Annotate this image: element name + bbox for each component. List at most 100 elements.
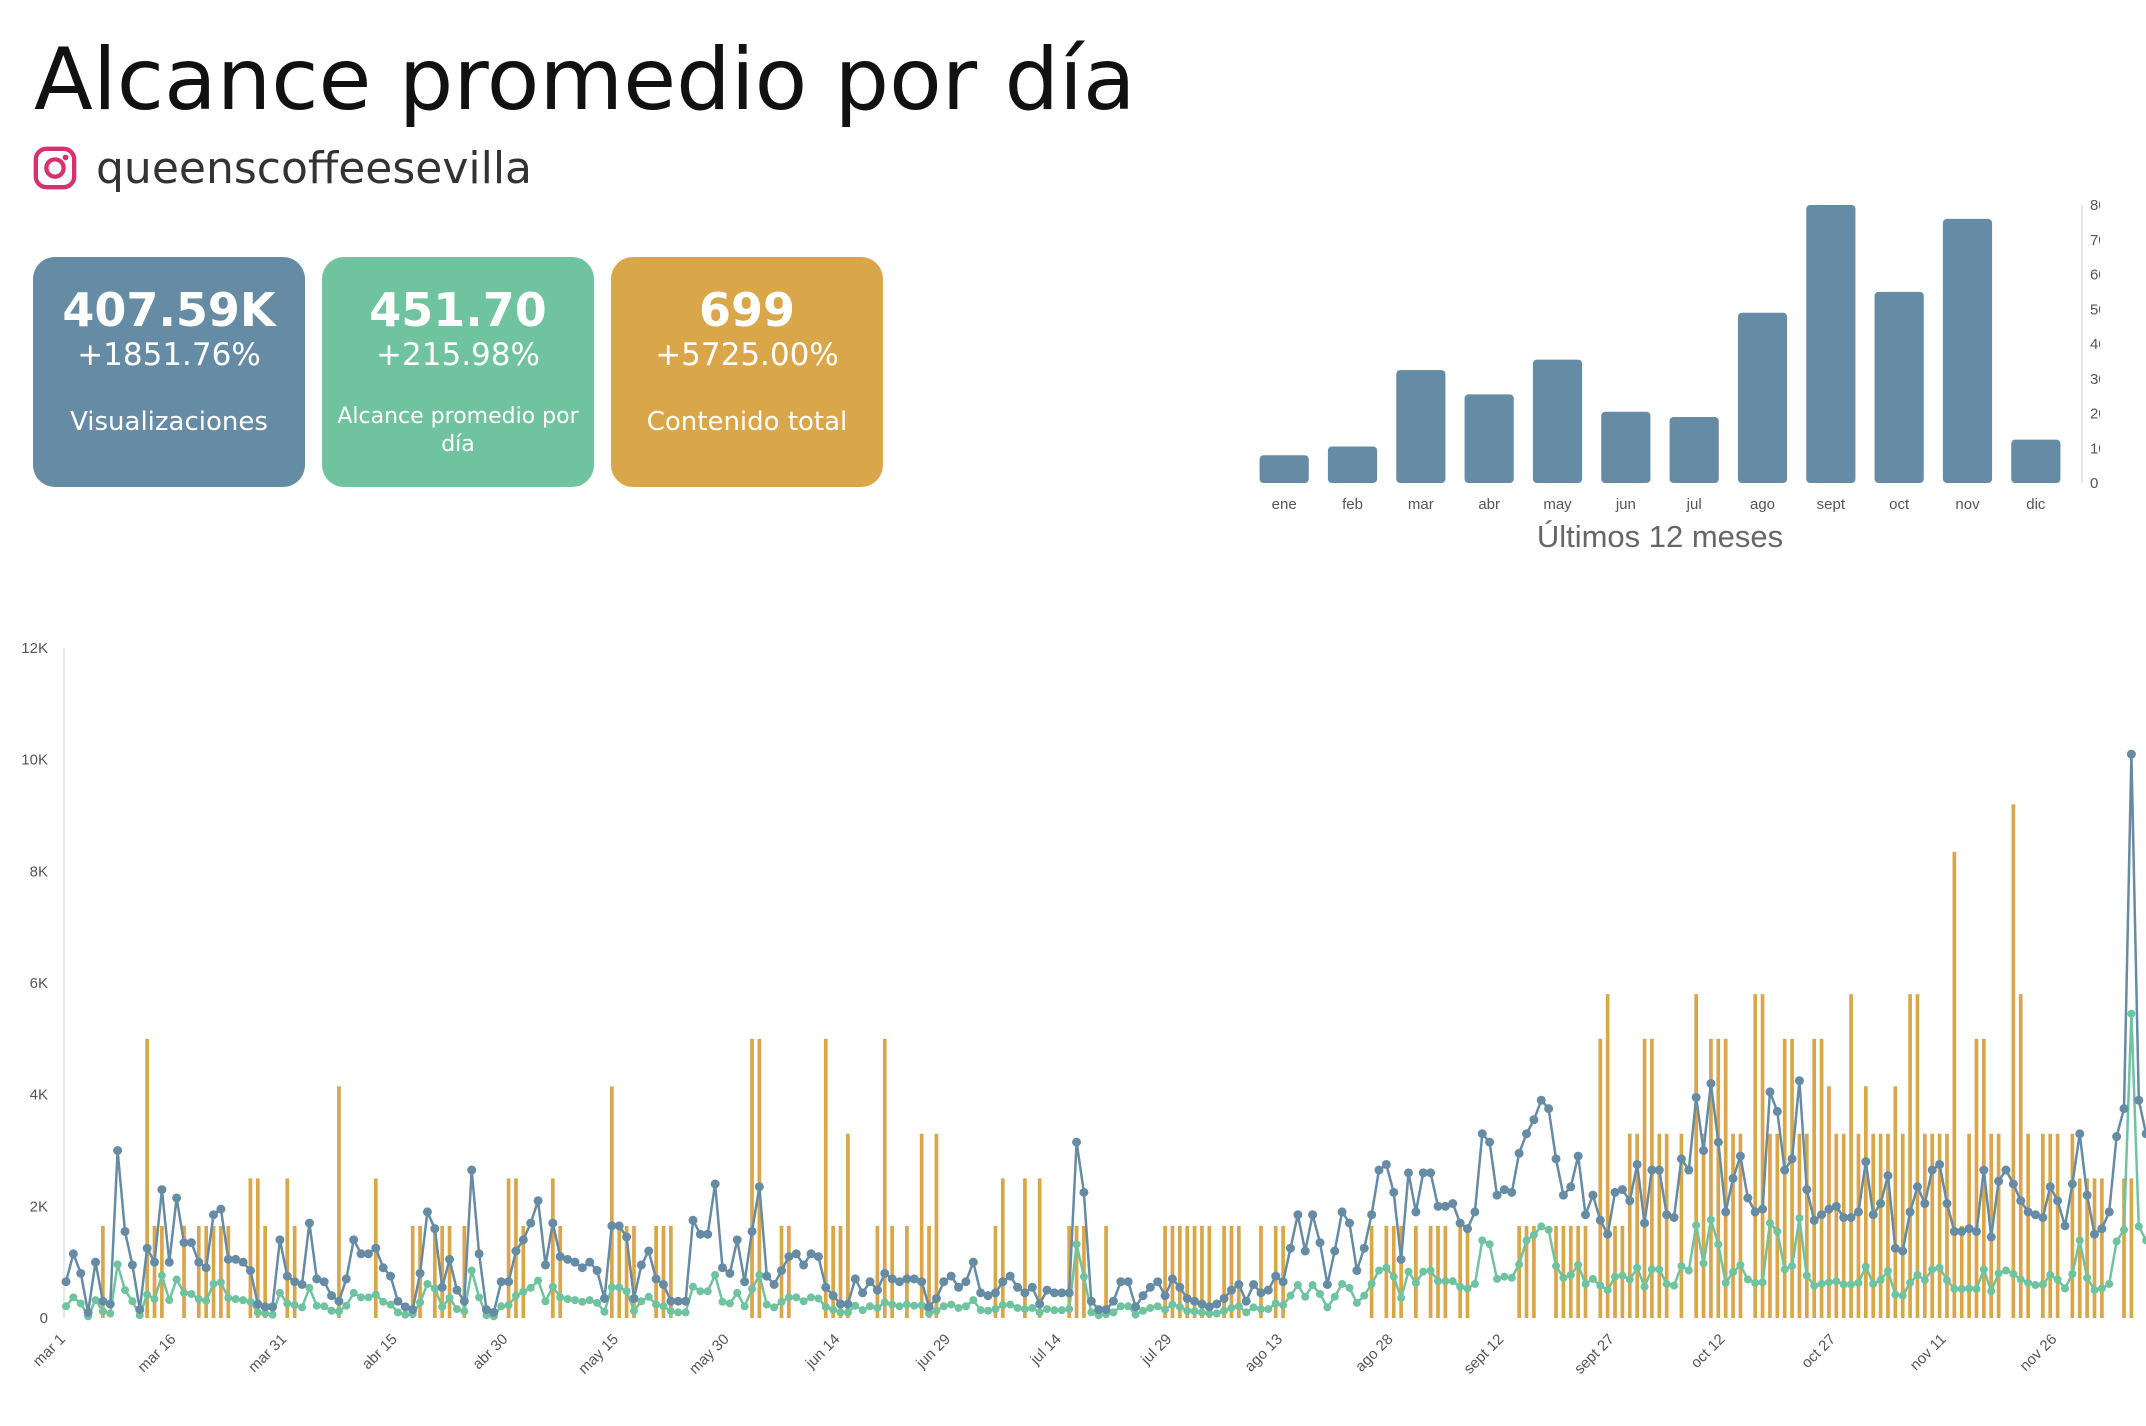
daily-bar: [993, 1225, 998, 1318]
point-reach: [585, 1296, 594, 1305]
daily-bar: [1841, 1133, 1846, 1318]
point-views: [260, 1302, 270, 1312]
point-reach: [534, 1276, 543, 1285]
point-reach: [836, 1308, 845, 1317]
point-views: [1315, 1238, 1325, 1248]
point-views: [1758, 1204, 1768, 1214]
point-reach: [939, 1302, 948, 1311]
point-views: [976, 1288, 986, 1298]
x-tick-label: nov 26: [2017, 1331, 2061, 1375]
daily-bar: [1856, 1133, 1861, 1318]
daily-bar: [1436, 1225, 1440, 1318]
point-views: [1300, 1246, 1310, 1256]
point-views: [334, 1296, 344, 1306]
point-reach: [1684, 1266, 1693, 1275]
point-views: [430, 1224, 440, 1234]
point-reach: [423, 1279, 432, 1288]
daily-bar: [1959, 1225, 1964, 1318]
y-tick-label: 40K: [2090, 336, 2100, 353]
point-views: [622, 1232, 632, 1242]
daily-bar: [462, 1225, 467, 1318]
point-views: [806, 1249, 816, 1259]
point-views: [1249, 1280, 1259, 1289]
point-reach: [1308, 1281, 1317, 1290]
point-views: [651, 1274, 661, 1284]
point-views: [1108, 1296, 1118, 1306]
point-views: [1994, 1176, 2004, 1186]
daily-bar: [1679, 1133, 1684, 1318]
point-reach: [290, 1301, 299, 1310]
point-reach: [1957, 1284, 1966, 1293]
point-reach: [1175, 1302, 1184, 1311]
point-views: [1448, 1199, 1458, 1209]
point-reach: [1013, 1303, 1022, 1312]
point-views: [504, 1277, 514, 1287]
point-reach: [1596, 1281, 1605, 1290]
point-reach: [1765, 1219, 1774, 1228]
instagram-icon[interactable]: [32, 145, 78, 191]
daily-bar: [248, 1178, 253, 1318]
point-views: [563, 1254, 573, 1264]
daily-bar: [1384, 1225, 1389, 1318]
point-reach: [1633, 1263, 1642, 1272]
point-views: [1654, 1165, 1664, 1175]
point-reach: [1338, 1279, 1347, 1288]
point-reach: [843, 1308, 852, 1317]
daily-bar: [1804, 1133, 1809, 1318]
daily-bar: [1074, 1225, 1079, 1318]
point-views: [1337, 1207, 1347, 1217]
point-views: [179, 1238, 189, 1248]
point-reach: [1869, 1279, 1878, 1288]
point-reach: [1729, 1268, 1738, 1277]
x-tick-label: jul 29: [1137, 1331, 1175, 1369]
point-reach: [1802, 1271, 1811, 1280]
point-views: [1522, 1129, 1532, 1139]
point-reach: [1574, 1260, 1583, 1269]
point-reach: [2009, 1269, 2018, 1278]
point-views: [1492, 1190, 1502, 1200]
point-views: [968, 1257, 978, 1267]
point-views: [1042, 1285, 1052, 1295]
point-views: [762, 1271, 772, 1281]
daily-bar: [1819, 1038, 1824, 1318]
point-reach: [652, 1300, 661, 1309]
point-reach: [1124, 1302, 1133, 1311]
point-reach: [1950, 1284, 1959, 1293]
bar-may: [1532, 359, 1583, 483]
point-views: [363, 1249, 373, 1259]
x-tick-label: jun 14: [802, 1331, 844, 1373]
x-tick-label: sept 12: [1460, 1331, 1507, 1378]
point-views: [1551, 1154, 1561, 1164]
point-reach: [570, 1296, 579, 1305]
daily-bar: [1414, 1225, 1418, 1318]
point-reach: [1065, 1305, 1074, 1314]
point-reach: [1448, 1277, 1457, 1286]
point-reach: [1758, 1278, 1767, 1287]
point-reach: [563, 1295, 572, 1304]
point-views: [1861, 1157, 1871, 1167]
point-reach: [1050, 1306, 1059, 1315]
point-reach: [312, 1301, 321, 1310]
daily-bar: [1229, 1225, 1234, 1318]
point-views: [1883, 1171, 1893, 1181]
point-views: [784, 1252, 794, 1262]
daily-bar: [1236, 1225, 1241, 1318]
point-views: [186, 1238, 196, 1248]
point-views: [1610, 1187, 1620, 1197]
bar-jun: [1601, 411, 1651, 483]
point-views: [1625, 1196, 1635, 1206]
point-reach: [2142, 1236, 2146, 1245]
point-views: [1735, 1151, 1745, 1161]
point-reach: [1441, 1277, 1450, 1286]
point-views: [533, 1196, 543, 1206]
daily-bar: [1827, 1086, 1831, 1318]
point-views: [1772, 1106, 1782, 1116]
account-handle[interactable]: queenscoffeesevilla: [96, 142, 533, 194]
daily-bar: [1163, 1225, 1167, 1318]
point-views: [1344, 1218, 1354, 1228]
daily-bar: [757, 1038, 762, 1318]
point-views: [1057, 1288, 1067, 1298]
point-views: [1514, 1148, 1524, 1158]
bar-ago: [1737, 312, 1788, 483]
point-views: [1942, 1199, 1952, 1209]
